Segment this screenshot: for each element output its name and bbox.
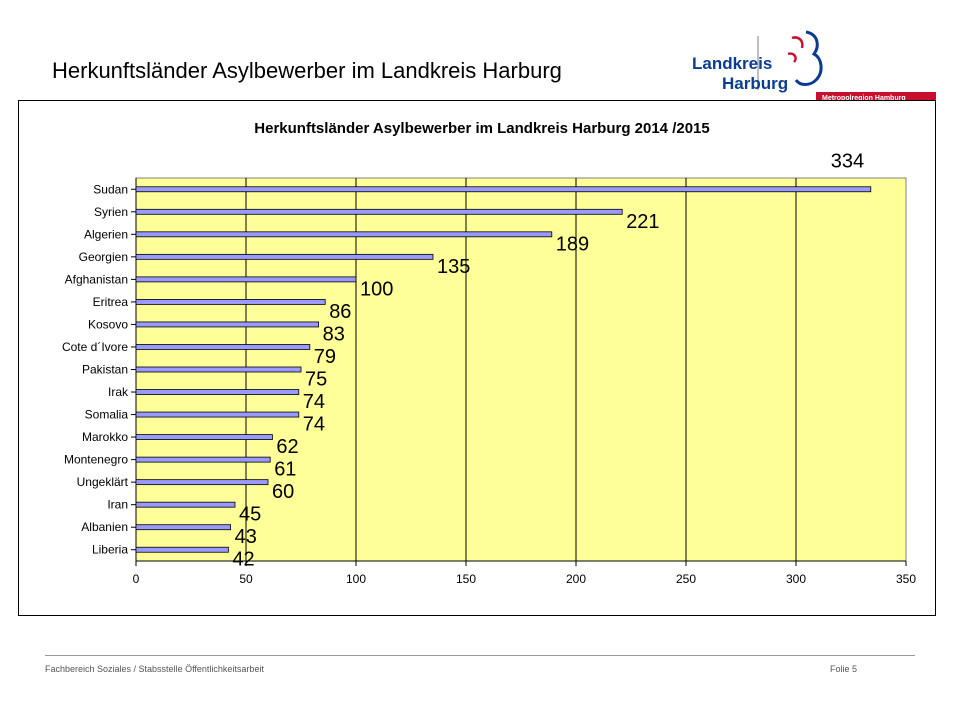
data-label: 60 <box>272 481 294 503</box>
x-tick-label: 300 <box>786 572 806 586</box>
data-label: 79 <box>314 346 336 368</box>
data-label: 42 <box>232 549 254 571</box>
data-label: 135 <box>437 256 470 278</box>
category-label: Georgien <box>79 250 128 264</box>
category-label: Liberia <box>92 543 128 557</box>
chart-frame: Herkunftsländer Asylbewerber im Landkrei… <box>18 100 936 616</box>
bar <box>135 299 326 305</box>
x-tick-label: 250 <box>676 572 696 586</box>
x-tick-label: 150 <box>456 572 476 586</box>
data-label: 221 <box>626 211 659 233</box>
x-tick-label: 100 <box>346 572 366 586</box>
bar <box>135 231 553 238</box>
bar <box>135 456 271 463</box>
data-label: 61 <box>274 459 296 481</box>
category-label: Marokko <box>82 430 128 444</box>
x-tick-label: 50 <box>239 572 253 586</box>
data-label: 62 <box>276 436 298 458</box>
landkreis-harburg-logo: Landkreis Harburg Metropolregion Hamburg <box>688 28 938 108</box>
x-tick-label: 350 <box>896 572 916 586</box>
category-label: Syrien <box>94 205 128 219</box>
data-label: 74 <box>303 414 325 436</box>
bar-chart: Herkunftsländer Asylbewerber im Landkrei… <box>62 120 916 586</box>
data-label: 86 <box>329 301 351 323</box>
bar <box>135 411 300 418</box>
category-label: Afghanistan <box>65 272 128 286</box>
data-label: 189 <box>556 233 589 255</box>
category-label: Somalia <box>85 408 129 422</box>
bar <box>135 479 269 486</box>
category-label: Cote d´Ivore <box>62 340 128 354</box>
category-label: Irak <box>108 385 129 399</box>
data-label: 334 <box>831 150 864 172</box>
chart-title: Herkunftsländer Asylbewerber im Landkrei… <box>254 120 709 137</box>
bar <box>135 524 231 531</box>
logo-line-harburg: Harburg <box>722 74 789 93</box>
category-label: Kosovo <box>88 317 128 331</box>
category-label: Algerien <box>84 227 128 241</box>
slide-title: Herkunftsländer Asylbewerber im Landkrei… <box>52 58 562 83</box>
bar <box>135 344 311 350</box>
data-label: 75 <box>305 369 327 391</box>
bar <box>135 546 229 553</box>
category-label: Sudan <box>93 182 128 196</box>
bar <box>135 389 300 395</box>
bar <box>135 366 302 373</box>
category-label: Montenegro <box>64 453 128 467</box>
bar <box>135 501 236 508</box>
data-label: 43 <box>235 526 257 548</box>
category-label: Albanien <box>81 520 128 534</box>
data-label: 45 <box>239 504 261 526</box>
data-label: 74 <box>303 391 325 413</box>
bar <box>135 253 434 260</box>
category-label: Ungeklärt <box>77 475 129 489</box>
footer-divider <box>45 655 915 656</box>
bar <box>135 208 623 215</box>
bar <box>135 186 872 193</box>
footer-slide-number: Folie 5 <box>830 664 858 674</box>
category-label: Pakistan <box>82 363 128 377</box>
footer-department: Fachbereich Soziales / Stabsstelle Öffen… <box>45 664 264 674</box>
x-tick-label: 200 <box>566 572 586 586</box>
bar <box>135 276 357 283</box>
data-label: 83 <box>323 323 345 345</box>
category-label: Eritrea <box>93 295 129 309</box>
bar <box>135 321 320 328</box>
logo-line-landkreis: Landkreis <box>692 54 773 73</box>
x-tick-label: 0 <box>133 572 140 586</box>
lion-emblem-icon <box>757 30 823 90</box>
bar <box>135 434 273 440</box>
category-label: Iran <box>107 498 128 512</box>
data-label: 100 <box>360 278 393 300</box>
